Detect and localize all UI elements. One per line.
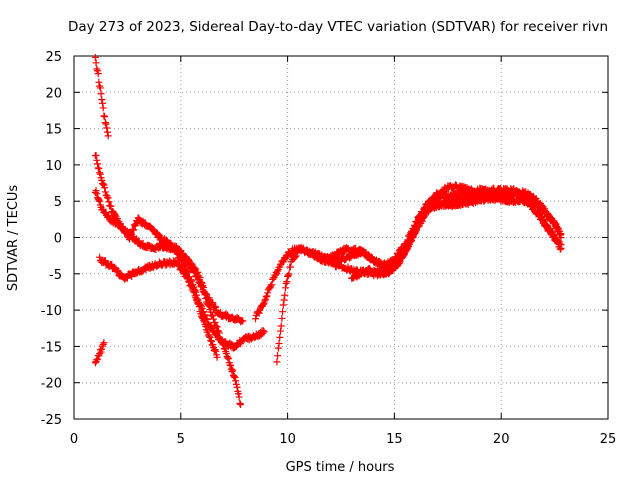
point-marker <box>273 358 280 365</box>
point-marker <box>92 54 99 61</box>
point-marker <box>283 278 290 285</box>
point-marker <box>95 164 102 171</box>
point-marker <box>104 129 111 136</box>
point-marker <box>97 84 104 91</box>
series-trace-2 <box>92 152 244 408</box>
y-tick-label: 0 <box>54 232 62 247</box>
point-marker <box>280 302 287 309</box>
point-marker <box>93 157 100 164</box>
point-marker <box>95 165 102 172</box>
point-marker <box>100 112 107 119</box>
point-marker <box>103 125 110 132</box>
x-tick-label: 0 <box>70 432 78 447</box>
y-tick-label: 15 <box>45 123 62 138</box>
point-marker <box>279 308 286 315</box>
point-marker <box>93 190 100 197</box>
point-marker <box>99 100 106 107</box>
point-marker <box>93 66 100 73</box>
point-marker <box>274 352 281 359</box>
point-marker <box>98 96 105 103</box>
point-marker <box>252 315 259 322</box>
series-trace-3 <box>92 187 246 325</box>
y-tick-label: -5 <box>49 268 62 283</box>
chart: 0 5 10 15 20 25 -25 -20 -15 -10 -5 0 5 10 15 20 25 Day 2… <box>0 0 640 480</box>
point-marker <box>93 59 100 66</box>
point-marker <box>100 104 107 111</box>
y-tick-label: 25 <box>45 50 62 65</box>
point-marker <box>236 394 243 401</box>
point-marker <box>283 280 290 287</box>
y-tick-label: -25 <box>41 413 62 428</box>
point-marker <box>93 152 100 159</box>
point-marker <box>101 113 108 120</box>
y-tick-label: -20 <box>41 377 62 392</box>
point-marker <box>275 345 282 352</box>
point-marker <box>224 354 231 361</box>
point-marker <box>285 272 292 279</box>
point-marker <box>95 79 102 86</box>
point-marker <box>237 401 244 408</box>
y-tick-label: -10 <box>41 304 62 319</box>
series-trace-1 <box>92 54 112 139</box>
axis-ticks: 0 5 10 15 20 25 -25 -20 -15 -10 -5 0 5 10 15 20 25 <box>41 50 617 447</box>
point-marker <box>97 171 104 178</box>
point-marker <box>103 120 110 127</box>
point-marker <box>278 323 285 330</box>
point-marker <box>94 160 101 167</box>
chart-title: Day 273 of 2023, Sidereal Day-to-day VTE… <box>68 19 608 35</box>
series-trace-5 <box>92 339 108 366</box>
x-axis-label: GPS time / hours <box>286 460 395 475</box>
point-marker <box>278 315 285 322</box>
point-marker <box>96 169 103 176</box>
series-trace-6 <box>156 240 268 352</box>
x-tick-label: 5 <box>177 432 185 447</box>
point-marker <box>102 119 109 126</box>
point-marker <box>276 334 283 341</box>
data-points <box>92 54 565 408</box>
y-tick-label: -15 <box>41 340 62 355</box>
point-marker <box>105 132 112 139</box>
point-marker <box>277 328 284 335</box>
y-tick-label: 10 <box>45 159 62 174</box>
point-marker <box>96 83 103 90</box>
point-marker <box>100 181 107 188</box>
grid-lines <box>74 56 608 419</box>
point-marker <box>98 90 105 97</box>
y-tick-label: 20 <box>45 86 62 101</box>
x-tick-label: 25 <box>600 432 617 447</box>
y-axis-label: SDTVAR / TECUs <box>6 185 21 292</box>
point-marker <box>276 340 283 347</box>
point-marker <box>100 339 107 346</box>
x-tick-label: 20 <box>493 432 510 447</box>
x-tick-label: 15 <box>386 432 403 447</box>
point-marker <box>282 284 289 291</box>
point-marker <box>281 297 288 304</box>
point-marker <box>236 400 243 407</box>
point-marker <box>93 187 100 194</box>
x-tick-label: 10 <box>279 432 296 447</box>
y-tick-label: 5 <box>54 195 62 210</box>
